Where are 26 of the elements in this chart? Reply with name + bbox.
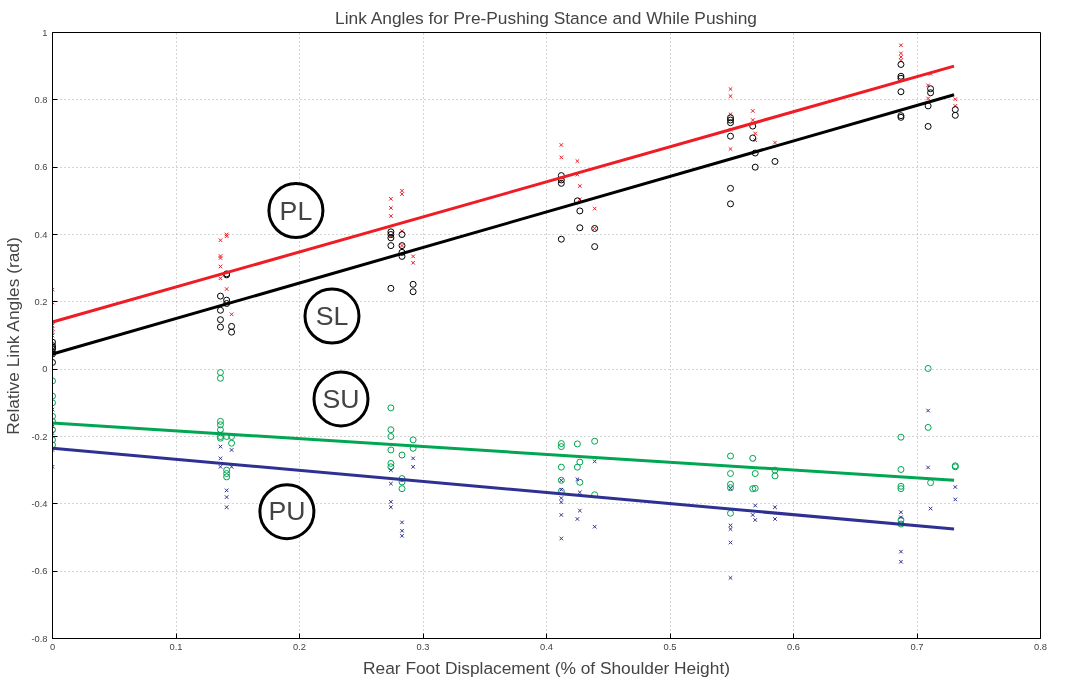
x-tick-label: 0.1 <box>169 641 183 652</box>
y-tick-label: 0.4 <box>34 229 48 240</box>
y-axis-title: Relative Link Angles (rad) <box>3 237 24 435</box>
y-tick-label: 0.6 <box>34 162 48 173</box>
y-tick-label: 0.8 <box>34 94 48 105</box>
annotation: PU <box>268 496 306 527</box>
x-tick-label: 0 <box>49 641 56 652</box>
x-tick-label: 0.8 <box>1034 641 1047 652</box>
y-tick-label: 0 <box>42 364 48 375</box>
y-tick-label: -0.2 <box>31 431 48 442</box>
y-tick-label: -0.6 <box>31 566 48 577</box>
x-tick-label: 0.5 <box>663 641 677 652</box>
x-axis-title: Rear Foot Displacement (% of Shoulder Height) <box>363 657 730 678</box>
y-tick-label: 1 <box>42 27 48 38</box>
y-tick-label: -0.8 <box>31 633 48 644</box>
x-tick-label: 0.2 <box>293 641 306 652</box>
x-tick-label: 0.4 <box>540 641 553 652</box>
x-tick-label: 0.6 <box>787 641 800 652</box>
y-tick-label: 0.2 <box>34 296 48 307</box>
annotation: PL <box>279 195 313 226</box>
annotation: SL <box>315 300 349 331</box>
y-tick-label: -0.4 <box>31 498 48 509</box>
annotation: SU <box>322 384 360 415</box>
x-tick-label: 0.3 <box>416 641 430 652</box>
chart-title: Link Angles for Pre-Pushing Stance and While Pushing <box>335 7 757 28</box>
x-tick-label: 0.7 <box>910 641 924 652</box>
